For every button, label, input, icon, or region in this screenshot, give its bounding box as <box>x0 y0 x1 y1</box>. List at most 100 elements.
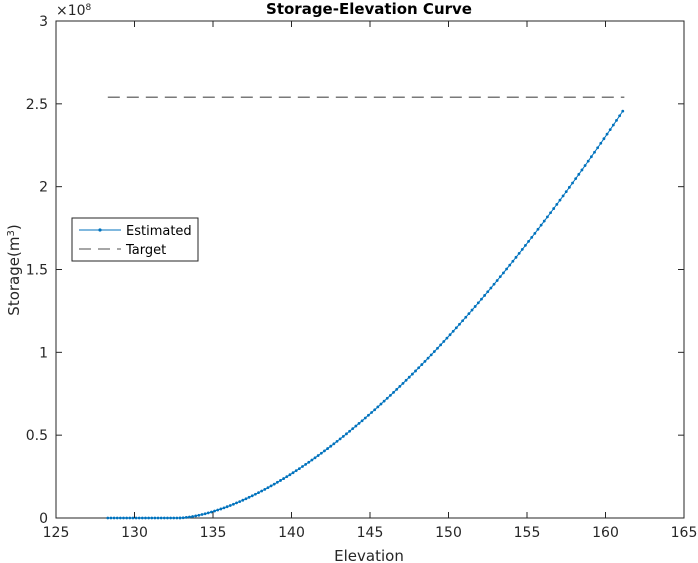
estimated-point <box>373 408 377 412</box>
plot-area <box>55 20 685 519</box>
estimated-point <box>238 500 242 503</box>
estimated-point <box>213 509 216 513</box>
estimated-point <box>326 447 330 450</box>
estimated-point <box>605 132 609 136</box>
estimated-point <box>414 369 417 373</box>
estimated-point <box>153 516 157 520</box>
estimated-point <box>498 275 502 279</box>
estimated-point <box>410 372 414 376</box>
estimated-point <box>131 516 135 520</box>
estimated-point <box>222 506 226 510</box>
estimated-point <box>178 516 182 520</box>
estimated-point <box>404 378 408 382</box>
estimated-point <box>294 469 298 473</box>
estimated-point <box>533 231 537 235</box>
estimated-point <box>571 181 574 185</box>
y-tick-label: 3 <box>39 14 48 30</box>
estimated-point <box>536 227 540 231</box>
y-tick-label: 0 <box>39 511 48 527</box>
estimated-point <box>319 451 323 455</box>
estimated-point <box>552 207 556 210</box>
estimated-point <box>539 223 543 227</box>
y-tick-label: 2.5 <box>26 97 48 113</box>
estimated-point <box>128 516 132 520</box>
estimated-point <box>122 516 125 520</box>
estimated-point <box>599 141 603 145</box>
estimated-point <box>351 427 355 431</box>
estimated-point <box>439 343 443 347</box>
estimated-point <box>395 388 399 391</box>
estimated-point <box>376 405 380 409</box>
estimated-point <box>159 516 163 520</box>
estimated-point <box>232 502 235 506</box>
estimated-point <box>502 271 505 275</box>
axes-box <box>55 20 685 519</box>
estimated-point <box>473 305 477 308</box>
estimated-point <box>282 477 286 480</box>
estimated-point <box>549 211 552 215</box>
estimated-point <box>586 159 590 163</box>
estimated-point <box>304 462 308 466</box>
estimated-point <box>555 202 559 206</box>
estimated-point <box>445 336 449 340</box>
estimated-point <box>442 340 446 343</box>
estimated-point <box>574 177 578 181</box>
estimated-point <box>348 429 351 433</box>
estimated-point <box>407 375 411 379</box>
estimated-point <box>621 109 625 113</box>
estimated-point <box>524 244 527 247</box>
estimated-point <box>200 513 204 516</box>
estimated-point <box>175 516 179 520</box>
y-exponent-label: ×108 <box>56 3 92 19</box>
x-tick-label: 130 <box>121 525 148 541</box>
estimated-point <box>367 413 370 417</box>
estimated-point <box>517 251 521 255</box>
estimated-point <box>461 319 465 323</box>
estimated-point <box>257 491 260 495</box>
legend-estimated-label: Estimated <box>126 224 192 239</box>
estimated-point <box>206 511 210 515</box>
estimated-point <box>615 119 618 122</box>
estimated-point <box>480 297 483 301</box>
x-axis-label: Elevation <box>334 547 404 563</box>
estimated-point <box>297 467 301 471</box>
estimated-point <box>338 437 342 441</box>
legend: Estimated Target <box>71 217 199 262</box>
estimated-point <box>188 515 191 519</box>
estimated-point <box>426 356 430 360</box>
estimated-point <box>580 168 584 172</box>
estimated-point <box>115 516 119 520</box>
estimated-point <box>360 419 364 423</box>
estimated-point <box>561 194 565 198</box>
estimated-point <box>423 359 427 363</box>
estimated-point <box>492 282 496 286</box>
estimated-point <box>618 114 622 118</box>
estimated-point <box>382 399 386 403</box>
estimated-point <box>316 454 320 457</box>
y-tick-label: 0.5 <box>26 428 48 444</box>
estimated-point <box>106 516 110 520</box>
estimated-point <box>266 486 270 490</box>
x-tick-label: 155 <box>514 525 541 541</box>
estimated-point <box>392 390 395 394</box>
estimated-point <box>181 516 185 520</box>
estimated-point <box>357 422 361 425</box>
estimated-point <box>436 346 439 350</box>
x-tick-label: 145 <box>357 525 384 541</box>
estimated-point <box>511 259 515 263</box>
estimated-point <box>608 128 612 132</box>
y-exponent-power: 8 <box>86 3 92 13</box>
estimated-point <box>169 516 173 520</box>
estimated-point <box>156 516 160 520</box>
x-tick-label: 140 <box>278 525 305 541</box>
estimated-point <box>583 164 587 167</box>
y-tick-label: 1 <box>39 345 48 361</box>
estimated-point <box>458 322 461 326</box>
estimated-point <box>467 312 471 316</box>
estimated-point <box>291 471 295 475</box>
estimated-point <box>332 442 336 446</box>
estimated-point <box>279 479 282 482</box>
estimated-point <box>166 516 169 520</box>
estimated-point <box>150 516 154 520</box>
